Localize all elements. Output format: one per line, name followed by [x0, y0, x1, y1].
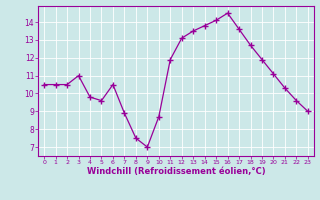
X-axis label: Windchill (Refroidissement éolien,°C): Windchill (Refroidissement éolien,°C): [87, 167, 265, 176]
